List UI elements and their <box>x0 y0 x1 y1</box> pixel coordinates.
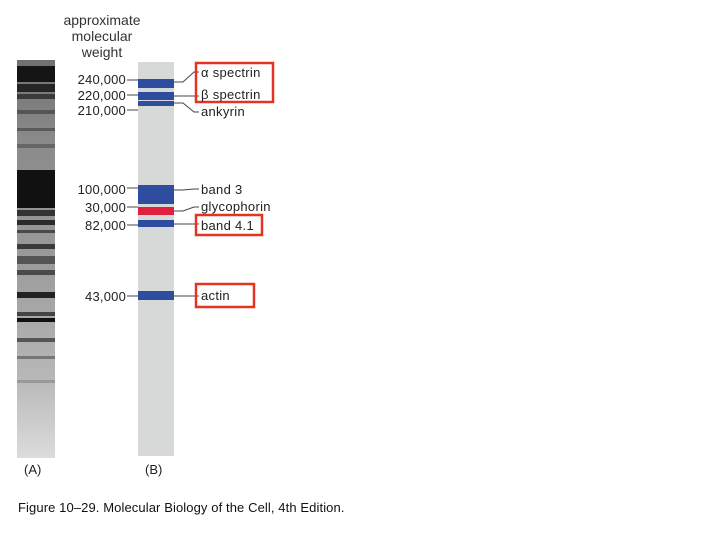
highlight-box-band-4-1 <box>194 213 264 237</box>
band-beta-spectrin <box>138 92 174 100</box>
highlight-box-actin <box>194 282 256 309</box>
schematic-lane <box>138 62 174 456</box>
mw-label-240000: 240,000 <box>77 72 126 87</box>
protein-label-band-3: band 3 <box>201 182 243 197</box>
protein-label-glycophorin: glycophorin <box>201 199 271 214</box>
protein-leader-4 <box>174 206 199 212</box>
protein-label-band-4-1: band 4.1 <box>201 218 255 233</box>
lane-label-a: (A) <box>24 462 42 477</box>
bands <box>138 79 174 300</box>
figure-caption: Figure 10–29. Molecular Biology of the C… <box>18 500 345 515</box>
gel-photograph <box>17 60 55 458</box>
protein-label-ankyrin: ankyrin <box>201 104 246 119</box>
header-line-1: approximate <box>63 12 141 28</box>
molecular-weight-header: approximate molecular weight <box>40 12 164 60</box>
band-band-4-1 <box>138 220 174 227</box>
mw-label-43000: 43,000 <box>85 289 126 304</box>
band-ankyrin <box>138 101 174 106</box>
highlight-box-spectrin <box>194 61 275 104</box>
band-glycophorin <box>138 207 174 215</box>
mw-label-30000: 30,000 <box>85 200 126 215</box>
protein-label-beta-spectrin: β spectrin <box>201 87 261 102</box>
band-band-3 <box>138 185 174 204</box>
mw-label-82000: 82,000 <box>85 218 126 233</box>
mw-label-210000: 210,000 <box>77 103 126 118</box>
highlight-boxes <box>194 61 275 309</box>
protein-leader-3 <box>174 188 199 191</box>
mw-label-220000: 220,000 <box>77 88 126 103</box>
band-actin <box>138 291 174 300</box>
protein-label-actin: actin <box>201 288 230 303</box>
protein-label-alpha-spectrin: α spectrin <box>201 65 261 80</box>
header-line-2: molecular <box>71 28 133 44</box>
protein-leader-2 <box>174 102 199 113</box>
mw-label-100000: 100,000 <box>77 182 126 197</box>
band-alpha-spectrin <box>138 79 174 88</box>
lane-label-b: (B) <box>145 462 163 477</box>
header-line-3: weight <box>81 44 123 60</box>
